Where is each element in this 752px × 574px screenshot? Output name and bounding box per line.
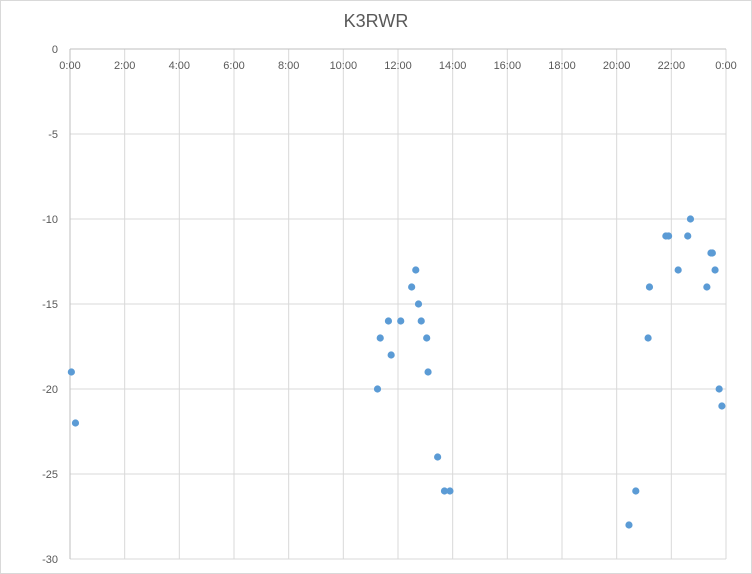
x-tick-label: 10:00 bbox=[330, 60, 358, 72]
data-point bbox=[665, 232, 673, 240]
y-tick-label: -30 bbox=[42, 554, 58, 566]
y-tick-label: -5 bbox=[48, 129, 58, 141]
data-point bbox=[703, 283, 711, 291]
x-tick-label: 0:00 bbox=[59, 60, 80, 72]
data-point bbox=[644, 334, 652, 342]
data-point bbox=[718, 402, 726, 410]
data-point bbox=[412, 266, 420, 274]
x-tick-label: 16:00 bbox=[494, 60, 522, 72]
data-point bbox=[67, 368, 75, 376]
data-point bbox=[397, 317, 405, 325]
x-tick-label: 22:00 bbox=[658, 60, 686, 72]
x-tick-label: 12:00 bbox=[384, 60, 412, 72]
data-point bbox=[408, 283, 416, 291]
x-tick-label: 14:00 bbox=[439, 60, 467, 72]
data-point bbox=[708, 249, 716, 257]
y-tick-label: 0 bbox=[52, 44, 58, 56]
chart-title: K3RWR bbox=[343, 11, 409, 31]
data-point bbox=[71, 419, 80, 427]
data-point bbox=[684, 232, 692, 240]
data-point bbox=[440, 487, 449, 495]
y-tick-label: -15 bbox=[42, 299, 58, 311]
x-tick-label: 20:00 bbox=[603, 60, 631, 72]
y-tick-label: -20 bbox=[42, 384, 58, 396]
data-point bbox=[632, 487, 640, 495]
data-point bbox=[373, 385, 382, 393]
data-point bbox=[686, 215, 695, 223]
data-point bbox=[387, 351, 395, 359]
data-point bbox=[434, 453, 442, 461]
x-tick-label: 2:00 bbox=[114, 60, 135, 72]
data-point bbox=[424, 368, 432, 376]
y-tick-label: -25 bbox=[42, 469, 58, 481]
data-point bbox=[376, 334, 384, 342]
data-point bbox=[446, 487, 454, 495]
x-tick-label: 0:00 bbox=[715, 60, 736, 72]
y-tick-label: -10 bbox=[42, 214, 58, 226]
x-tick-label: 8:00 bbox=[278, 60, 299, 72]
data-point bbox=[715, 385, 723, 393]
data-point bbox=[625, 521, 633, 529]
data-point bbox=[414, 300, 423, 308]
data-point bbox=[711, 266, 719, 274]
x-tick-label: 6:00 bbox=[223, 60, 244, 72]
x-tick-label: 4:00 bbox=[169, 60, 190, 72]
data-point bbox=[645, 283, 654, 291]
data-point bbox=[674, 266, 682, 274]
data-point bbox=[423, 334, 431, 342]
data-point bbox=[384, 317, 393, 325]
x-tick-label: 18:00 bbox=[548, 60, 576, 72]
data-point bbox=[417, 317, 425, 325]
